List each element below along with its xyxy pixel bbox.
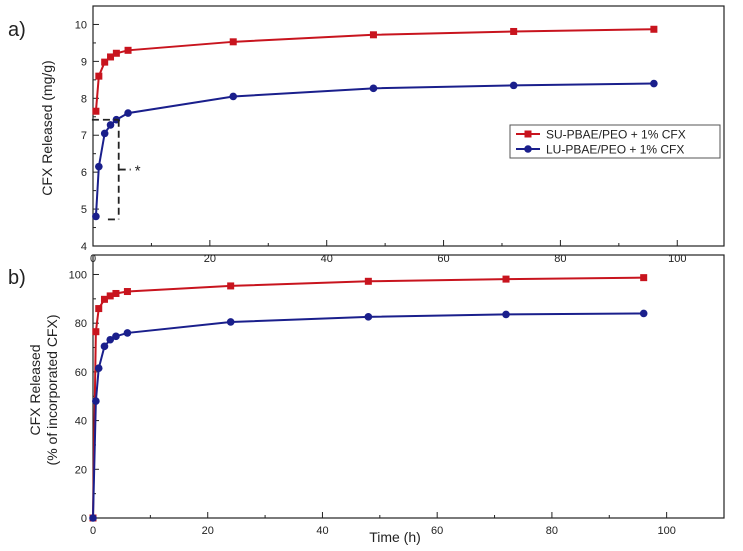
data-point-circle bbox=[100, 129, 109, 138]
panel-b: b) CFX Released (% of incorporated CFX) … bbox=[8, 254, 725, 545]
data-point-circle bbox=[650, 79, 658, 88]
data-point-square bbox=[92, 328, 100, 336]
data-point-circle bbox=[124, 109, 132, 117]
significance-star: * bbox=[135, 163, 141, 180]
y-tick-label: 100 bbox=[69, 269, 87, 281]
legend-label: LU-PBAE/PEO + 1% CFX bbox=[546, 143, 684, 157]
data-point-square bbox=[101, 58, 109, 66]
data-point-square bbox=[510, 27, 518, 35]
data-point-circle bbox=[369, 84, 378, 93]
panel-a: a) CFX Released (mg/g) 0 20 40 60 80 10045678… bbox=[8, 5, 725, 265]
data-point-circle bbox=[100, 342, 109, 351]
y-tick-label: 6 bbox=[81, 167, 87, 179]
x-tick-label: 40 bbox=[316, 525, 328, 537]
data-point-square bbox=[92, 107, 100, 115]
data-point-square bbox=[106, 292, 114, 300]
data-point-square bbox=[227, 282, 235, 290]
x-tick-label: 100 bbox=[657, 525, 675, 537]
series-line bbox=[94, 28, 654, 112]
data-point-square bbox=[124, 46, 132, 54]
data-point-square bbox=[107, 53, 115, 61]
y-axis-label-line: (% of incorporated CFX) bbox=[44, 315, 60, 466]
data-point-square bbox=[112, 49, 120, 57]
y-axis-label-line: CFX Released bbox=[27, 344, 43, 435]
data-point-square bbox=[112, 289, 120, 297]
data-point-square bbox=[650, 25, 658, 33]
x-axis-label: Time (h) bbox=[369, 529, 421, 545]
data-point-circle bbox=[229, 92, 238, 101]
y-tick-label: 40 bbox=[75, 416, 87, 428]
panel-label: b) bbox=[8, 267, 26, 289]
data-point-circle bbox=[95, 162, 103, 171]
x-tick-label: 60 bbox=[437, 253, 449, 265]
x-tick-label: 20 bbox=[204, 253, 216, 265]
y-tick-label: 9 bbox=[81, 56, 87, 68]
data-point-circle bbox=[106, 121, 115, 129]
data-point-circle bbox=[92, 397, 100, 405]
y-tick-label: 20 bbox=[75, 464, 87, 476]
data-point-circle bbox=[106, 335, 115, 344]
data-point-circle bbox=[502, 310, 510, 319]
data-point-square bbox=[229, 38, 237, 46]
data-point-circle bbox=[364, 313, 373, 321]
axis-ticks: 0 20 40 60 80 100 0 20 40 60 80 100 bbox=[69, 269, 676, 537]
plot-area bbox=[92, 25, 658, 221]
data-point-square bbox=[369, 31, 377, 39]
x-tick-label: 60 bbox=[431, 525, 443, 537]
axes-frame bbox=[92, 254, 725, 519]
axes-frame bbox=[92, 5, 725, 247]
data-point-square bbox=[100, 295, 108, 303]
data-point-circle bbox=[112, 332, 120, 341]
data-point-square bbox=[95, 305, 103, 313]
y-tick-label: 60 bbox=[75, 367, 87, 379]
y-tick-label: 0 bbox=[81, 513, 87, 525]
data-point-square bbox=[364, 277, 372, 285]
y-tick-label: 7 bbox=[81, 130, 87, 142]
legend: SU-PBAE/PEO + 1% CFX LU-PBAE/PEO + 1% CF… bbox=[509, 124, 721, 159]
significance-annotation: * bbox=[91, 118, 141, 221]
data-point-circle bbox=[92, 212, 100, 221]
data-point-circle bbox=[509, 81, 518, 90]
legend-swatch-circle bbox=[524, 145, 532, 153]
x-tick-label: 80 bbox=[546, 525, 558, 537]
x-tick-label: 40 bbox=[321, 253, 333, 265]
data-point-circle bbox=[123, 329, 132, 337]
y-tick-label: 10 bbox=[75, 19, 87, 31]
x-tick-label: 20 bbox=[202, 525, 214, 537]
data-point-square bbox=[123, 288, 131, 296]
data-point-circle bbox=[226, 318, 235, 326]
y-tick-label: 8 bbox=[81, 93, 87, 105]
y-tick-label: 5 bbox=[81, 204, 87, 216]
y-axis-label: CFX Released (mg/g) bbox=[39, 60, 55, 195]
legend-box bbox=[509, 124, 721, 159]
data-point-circle bbox=[89, 514, 97, 522]
legend-label: SU-PBAE/PEO + 1% CFX bbox=[546, 128, 686, 142]
series-line bbox=[94, 82, 654, 217]
axes-box bbox=[92, 5, 725, 247]
axes-box bbox=[92, 254, 725, 519]
legend-swatch-square bbox=[524, 130, 532, 138]
data-point-square bbox=[640, 274, 648, 282]
y-tick-label: 4 bbox=[81, 241, 87, 253]
plot-area bbox=[89, 274, 648, 522]
panel-label: a) bbox=[8, 19, 26, 41]
x-tick-label: 100 bbox=[668, 253, 686, 265]
data-point-circle bbox=[94, 364, 103, 373]
data-point-square bbox=[502, 275, 510, 283]
x-tick-label: 80 bbox=[554, 253, 566, 265]
y-tick-label: 80 bbox=[75, 318, 87, 330]
x-tick-label: 0 bbox=[90, 525, 96, 537]
series-line bbox=[92, 312, 644, 519]
data-point-circle bbox=[639, 309, 648, 318]
data-point-square bbox=[95, 72, 103, 80]
